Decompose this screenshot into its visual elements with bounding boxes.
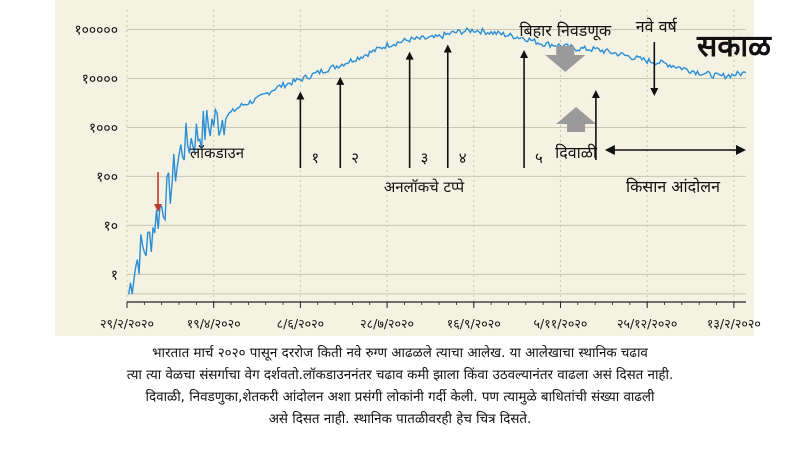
x-tick-label: १३/२/२०२० [707, 316, 761, 331]
unlock-stage-arrow [336, 76, 345, 168]
unlock-stage-arrow-head [296, 91, 305, 100]
x-tick-label: २५/१२/२०२० [617, 316, 677, 331]
farmers-protest-range-arrow [604, 145, 746, 155]
farmers-protest-start-arrow-head [591, 90, 600, 98]
y-tick-label: १०००० [82, 71, 118, 87]
unlock-stage-number: २ [351, 149, 359, 167]
lockdown-arrow [154, 172, 162, 212]
axes: १ १० १०० १००० १०००० १००००० २९/२/२०२० १९/४/२०२० ८… [74, 22, 761, 331]
farmers-protest-label: किसान आंदोलन [626, 177, 721, 196]
unlock-stage-arrow-head [405, 51, 414, 60]
caption-line-1: भारतात मार्च २०२० पासून दररोज किती नवे र… [152, 346, 648, 361]
farmers-protest-range-left-head [604, 145, 615, 155]
y-tick-label: १००००० [74, 22, 118, 38]
gridlines [126, 10, 746, 302]
unlock-stage-number: ५ [535, 149, 543, 167]
sakal-logo: सकाळ [696, 29, 772, 64]
lockdown-label: लॉकडाउन [190, 144, 245, 162]
unlock-stage-arrow [405, 51, 414, 168]
x-tick-label: १६/९/२०२० [447, 316, 501, 331]
x-tick-label: २८/७/२०२० [360, 316, 414, 331]
unlock-stage-arrow [443, 44, 452, 168]
series-line [128, 26, 747, 295]
chart-svg: १ १० १०० १००० १०००० १००००० २९/२/२०२० १९/४/२०२० ८… [74, 10, 772, 331]
series-layer [128, 26, 747, 295]
x-tick-label: १९/४/२०२० [187, 316, 241, 331]
caption-line-4: असे दिसत नाही. स्थानिक पातळीवरही हेच चित… [268, 412, 532, 427]
unlock-stage-number: १ [311, 149, 319, 167]
x-tick-label: २९/२/२०२० [100, 316, 154, 331]
caption: भारतात मार्च २०२० पासून दररोज किती नवे र… [20, 343, 780, 431]
new-year-arrow-head [650, 88, 659, 96]
y-tick-label: १००० [89, 120, 118, 136]
logo-text: सकाळ [696, 29, 772, 64]
unlock-stages-label: अनलॉकचे टप्पे [384, 178, 465, 196]
unlock-stage-arrow [296, 91, 305, 168]
annotations: लॉकडाउन १ २ ३ ४ ५ अनलॉकचे टप्पे बिहार निवडणूक दि… [154, 17, 746, 212]
x-tick-label: ८/६/२०२० [277, 316, 324, 331]
unlock-stage-arrow-head [520, 50, 529, 59]
y-tick-label: १० [103, 218, 118, 234]
diwali-label: दिवाळी [555, 143, 598, 162]
new-year-label: नवे वर्ष [636, 17, 678, 36]
caption-line-3: दिवाळी, निवडणुका,शेतकरी आंदोलन अशा प्रसं… [145, 390, 655, 405]
bihar-election-arrow [545, 46, 586, 72]
farmers-protest-range-right-head [736, 145, 746, 155]
y-tick-label: १०० [96, 169, 118, 185]
unlock-stage-arrow-head [336, 76, 345, 85]
bihar-election-label: बिहार निवडणूक [519, 21, 612, 41]
lockdown-arrow-head [154, 204, 162, 212]
caption-line-2: त्या त्या वेळचा संसर्गाचा वेग दर्शवतो.लॉ… [126, 368, 674, 383]
diwali-arrow [556, 107, 597, 132]
unlock-stage-arrow [520, 50, 529, 168]
new-year-arrow [650, 42, 659, 96]
x-tick-label: ५/११/२०२० [534, 316, 588, 331]
farmers-protest-start-arrow [591, 90, 600, 160]
unlock-stage-number: ३ [421, 149, 429, 167]
unlock-stage-arrow-head [443, 44, 452, 53]
unlock-stage-number: ४ [459, 149, 467, 167]
y-tick-label: १ [111, 267, 118, 283]
